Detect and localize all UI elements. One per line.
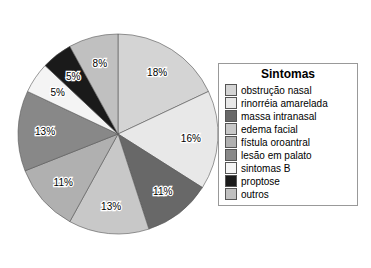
- svg-text:13%: 13%: [101, 201, 121, 212]
- html-text:proptose: proptose: [241, 175, 280, 187]
- svg-text:8%: 8%: [93, 58, 108, 69]
- svg-text:13%: 13%: [35, 126, 55, 137]
- html-text:rinorréia amarelada: rinorréia amarelada: [241, 97, 328, 109]
- svg-text:11%: 11%: [54, 177, 73, 188]
- svg-text:16%: 16%: [181, 133, 201, 144]
- html-text:edema facial: edema facial: [241, 123, 298, 135]
- html-text:obstrução nasal: obstrução nasal: [241, 84, 312, 96]
- html-text:lesão em palato: lesão em palato: [241, 149, 312, 161]
- svg-text:5%: 5%: [66, 71, 81, 82]
- html-text:Sintomas: Sintomas: [261, 66, 315, 81]
- svg-text:11%: 11%: [153, 186, 172, 197]
- html-text:outros: outros: [241, 188, 269, 200]
- html-text:sintomas B: sintomas B: [241, 162, 291, 174]
- svg-text:5%: 5%: [50, 87, 65, 98]
- html-text:massa intranasal: massa intranasal: [241, 110, 317, 122]
- html-text:fístula oroantral: fístula oroantral: [241, 136, 310, 148]
- svg-text:18%: 18%: [147, 67, 167, 78]
